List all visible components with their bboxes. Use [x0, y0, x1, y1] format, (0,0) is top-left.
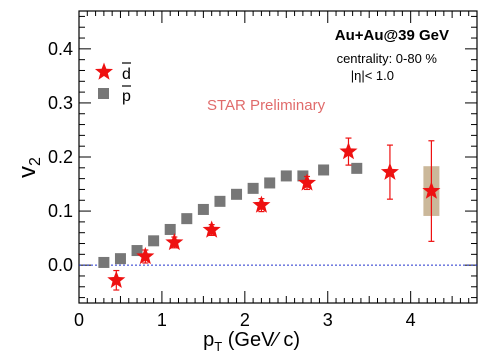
- d-point: [380, 162, 399, 180]
- p-point: [131, 245, 143, 257]
- p-point: [351, 162, 363, 174]
- y-tick-label: 0.2: [48, 147, 73, 167]
- d-point: [165, 232, 184, 251]
- d-point: [107, 270, 126, 288]
- p-point: [164, 223, 176, 235]
- x-tick-label: 0: [74, 310, 84, 330]
- d-point: [422, 181, 441, 199]
- p-point: [280, 170, 292, 182]
- x-tick-label: 1: [157, 310, 167, 330]
- x-axis-title-sub: T: [214, 339, 222, 354]
- p-point: [197, 203, 209, 215]
- y-axis-title-sub: 2: [27, 157, 44, 166]
- p-point: [231, 188, 243, 200]
- annotation-centrality: centrality: 0-80 %: [337, 51, 438, 66]
- x-tick-label: 3: [323, 310, 333, 330]
- y-axis-title: v2: [14, 157, 44, 178]
- legend-label-d: d: [122, 66, 131, 83]
- d-point: [136, 247, 155, 265]
- x-tick-label: 4: [406, 310, 416, 330]
- d-point: [297, 173, 317, 191]
- annotation-preliminary: STAR Preliminary: [207, 97, 326, 114]
- p-point: [318, 164, 330, 176]
- series-layer: [98, 137, 441, 291]
- legend: d p: [94, 62, 131, 105]
- x-tick-label: 2: [240, 310, 250, 330]
- p-point: [114, 253, 126, 265]
- d-point: [202, 220, 221, 238]
- x-axis-title: pT (GeV⁄ c): [203, 329, 300, 354]
- x-axis-title-main: p: [203, 329, 214, 351]
- axis-ticks: [78, 11, 477, 303]
- p-point: [247, 182, 259, 194]
- p-point: [181, 213, 193, 225]
- legend-label-p: p: [122, 88, 131, 105]
- legend-marker-p: [98, 88, 109, 99]
- y-tick-label: 0.4: [48, 39, 73, 59]
- d-point: [252, 195, 271, 213]
- annotation-system: Au+Au@39 GeV: [335, 27, 449, 44]
- y-axis-title-main: v: [14, 166, 41, 178]
- p-point: [98, 256, 110, 268]
- p-point: [264, 177, 276, 189]
- x-axis-title-rest: (GeV⁄ c): [222, 329, 300, 351]
- p-point: [214, 195, 226, 207]
- d-point: [339, 142, 358, 160]
- legend-marker-d: [94, 62, 114, 80]
- p-point: [297, 170, 309, 182]
- p-point: [148, 235, 160, 247]
- annotation-eta: |η|< 1.0: [351, 68, 394, 83]
- y-tick-label: 0.1: [48, 201, 73, 221]
- tick-labels: 0 1 2 3 4 0.0 0.1 0.2 0.3 0.4: [48, 39, 416, 330]
- y-tick-label: 0.3: [48, 93, 73, 113]
- y-tick-label: 0.0: [48, 255, 73, 275]
